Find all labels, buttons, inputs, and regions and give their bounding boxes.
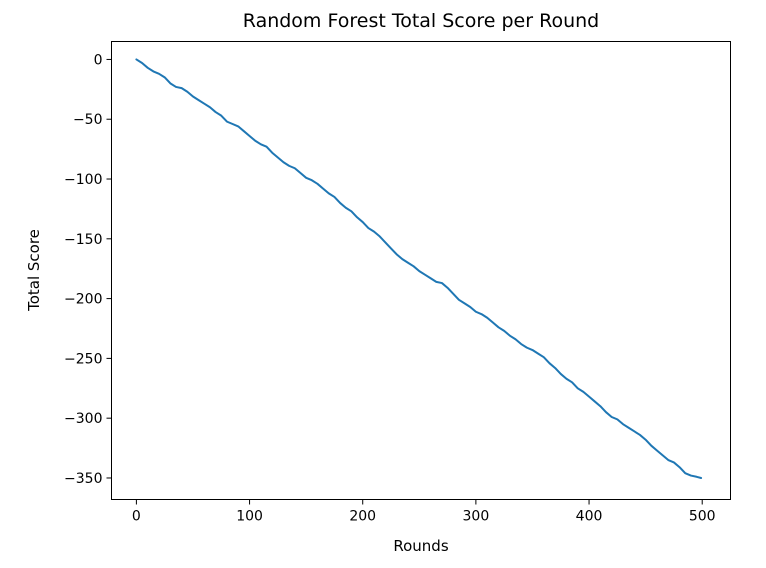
series-line bbox=[135, 58, 703, 479]
y-axis-label: Total Score bbox=[25, 229, 43, 312]
y-tick-label: −50 bbox=[73, 112, 103, 128]
x-tick-label: 0 bbox=[132, 509, 141, 525]
x-tick-label: 300 bbox=[463, 509, 490, 525]
x-tick-label: 100 bbox=[236, 509, 263, 525]
y-tick-label: −200 bbox=[64, 292, 102, 308]
plot-frame bbox=[111, 41, 731, 500]
y-tick-label: −250 bbox=[64, 351, 102, 367]
chart-title: Random Forest Total Score per Round bbox=[243, 10, 599, 32]
y-tick-label: −150 bbox=[64, 232, 102, 248]
y-tick-label: −350 bbox=[64, 471, 102, 487]
x-tick-label: 500 bbox=[689, 509, 716, 525]
x-axis: 0 100 200 300 400 500 bbox=[132, 499, 716, 525]
y-tick-label: −300 bbox=[64, 411, 102, 427]
x-tick-label: 400 bbox=[576, 509, 603, 525]
y-tick-label: −100 bbox=[64, 172, 102, 188]
y-axis: 0 −50 −100 −150 −200 −250 −300 −350 bbox=[64, 52, 112, 487]
y-tick-label: 0 bbox=[94, 52, 103, 68]
x-tick-label: 200 bbox=[349, 509, 376, 525]
series-layer bbox=[135, 58, 703, 479]
x-axis-label: Rounds bbox=[393, 537, 448, 555]
